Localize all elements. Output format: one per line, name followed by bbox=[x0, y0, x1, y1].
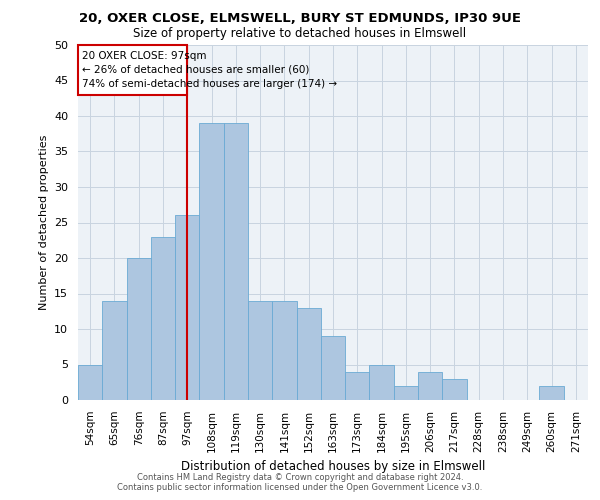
Bar bbox=[224, 123, 248, 400]
Bar bbox=[199, 123, 224, 400]
Bar bbox=[175, 216, 199, 400]
Bar bbox=[248, 300, 272, 400]
Text: Contains HM Land Registry data © Crown copyright and database right 2024.
Contai: Contains HM Land Registry data © Crown c… bbox=[118, 473, 482, 492]
Bar bbox=[321, 336, 345, 400]
Y-axis label: Number of detached properties: Number of detached properties bbox=[38, 135, 49, 310]
Bar bbox=[78, 364, 102, 400]
Bar bbox=[151, 236, 175, 400]
Bar bbox=[127, 258, 151, 400]
Bar bbox=[418, 372, 442, 400]
Bar bbox=[345, 372, 370, 400]
Bar bbox=[539, 386, 564, 400]
Bar bbox=[272, 300, 296, 400]
Bar bbox=[394, 386, 418, 400]
Text: 20, OXER CLOSE, ELMSWELL, BURY ST EDMUNDS, IP30 9UE: 20, OXER CLOSE, ELMSWELL, BURY ST EDMUND… bbox=[79, 12, 521, 26]
Bar bbox=[78, 45, 187, 94]
X-axis label: Distribution of detached houses by size in Elmswell: Distribution of detached houses by size … bbox=[181, 460, 485, 473]
Bar bbox=[442, 378, 467, 400]
Text: 20 OXER CLOSE: 97sqm
← 26% of detached houses are smaller (60)
74% of semi-detac: 20 OXER CLOSE: 97sqm ← 26% of detached h… bbox=[82, 51, 337, 89]
Text: Size of property relative to detached houses in Elmswell: Size of property relative to detached ho… bbox=[133, 28, 467, 40]
Bar bbox=[296, 308, 321, 400]
Bar bbox=[370, 364, 394, 400]
Bar bbox=[102, 300, 127, 400]
